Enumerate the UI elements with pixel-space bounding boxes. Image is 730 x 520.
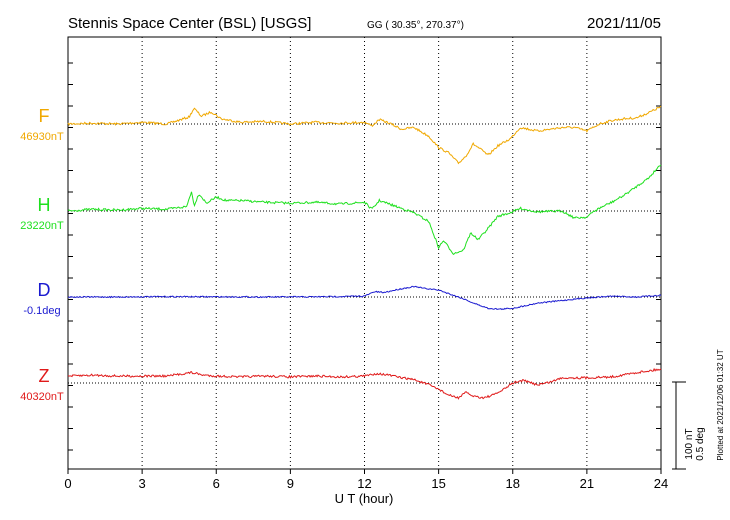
x-tick-label: 24 xyxy=(654,476,668,491)
chart-title: Stennis Space Center (BSL) [USGS] xyxy=(68,15,311,32)
scale-bar-label-deg: 0.5 deg xyxy=(695,427,706,460)
series-line-f xyxy=(67,105,662,165)
x-tick-label: 21 xyxy=(580,476,594,491)
x-tick-label: 3 xyxy=(139,476,146,491)
chart-date: 2021/11/05 xyxy=(587,15,661,32)
series-line-d xyxy=(68,285,662,311)
x-tick-label: 9 xyxy=(287,476,294,491)
station-coordinates: GG ( 30.35°, 270.37°) xyxy=(367,20,464,31)
series-baseline-h: 23220nT xyxy=(20,220,64,232)
series-labels: F 46930nT H 23220nT D -0.1deg Z 40320nT xyxy=(20,106,64,403)
x-axis-label: U T (hour) xyxy=(335,491,394,506)
y-tick-marks xyxy=(68,62,661,451)
series-baseline-d: -0.1deg xyxy=(23,305,60,317)
grid-lines xyxy=(141,37,588,469)
series-lines xyxy=(67,105,662,400)
series-baseline-z: 40320nT xyxy=(20,391,64,403)
series-name-h: H xyxy=(38,195,51,215)
series-name-z: Z xyxy=(39,366,50,386)
x-tick-label: 15 xyxy=(431,476,445,491)
x-tick-label: 18 xyxy=(506,476,520,491)
x-tick-label: 12 xyxy=(357,476,371,491)
x-tick-label: 6 xyxy=(213,476,220,491)
series-name-f: F xyxy=(39,106,50,126)
series-line-h xyxy=(67,164,662,256)
series-name-d: D xyxy=(38,280,51,300)
scale-bar: 100 nT 0.5 deg xyxy=(672,381,706,470)
plotted-timestamp: Plotted at 2021/12/06 01:32 UT xyxy=(716,349,725,460)
scale-bar-label-nt: 100 nT xyxy=(684,428,695,459)
x-axis-ticks: 0 3 6 9 12 15 18 21 24 xyxy=(64,469,668,491)
x-tick-label: 0 xyxy=(64,476,71,491)
series-baseline-f: 46930nT xyxy=(20,131,64,143)
series-line-z xyxy=(67,367,662,400)
